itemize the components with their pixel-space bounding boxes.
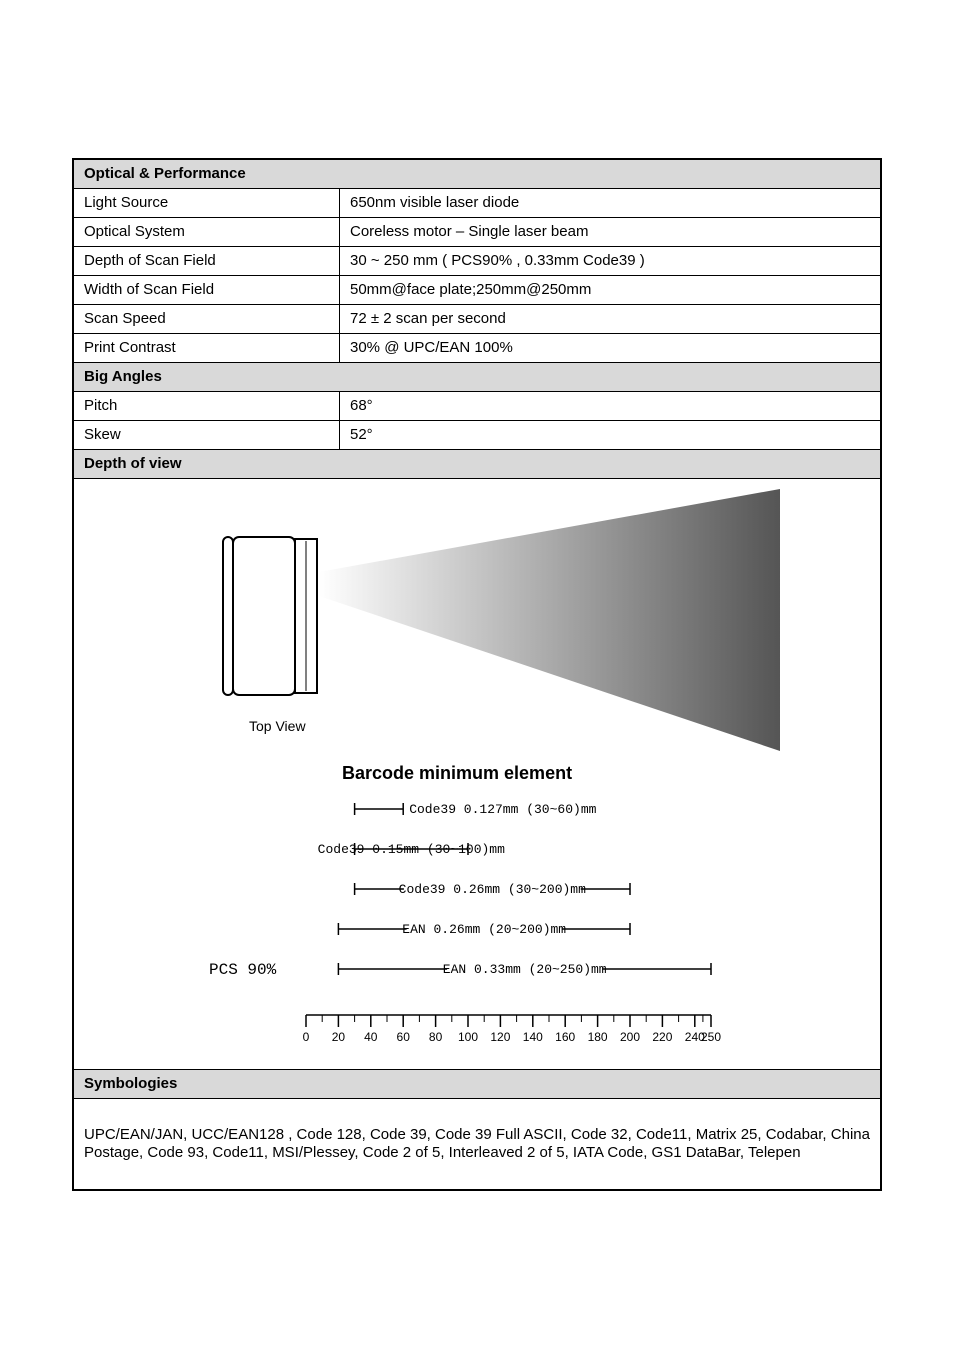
table-row: Skew52° — [73, 421, 881, 450]
axis-tick-label: 100 — [458, 1030, 478, 1044]
axis-tick-label: 20 — [332, 1030, 346, 1044]
top-view-label: Top View — [249, 718, 306, 734]
axis-tick-label: 200 — [620, 1030, 640, 1044]
cell-label: Skew — [73, 421, 340, 450]
table-row: Top View Barcode minimum element Code39 0.… — [73, 479, 881, 1070]
cell-value: 30% @ UPC/EAN 100% — [340, 334, 882, 363]
axis-tick-label: 80 — [429, 1030, 443, 1044]
dov-svg: Top View Barcode minimum element Code39 0.… — [74, 479, 880, 1069]
table-row: Depth of Scan Field30 ~ 250 mm ( PCS90% … — [73, 247, 881, 276]
depth-of-view-diagram-cell: Top View Barcode minimum element Code39 0.… — [73, 479, 881, 1070]
axis-tick-label: 140 — [523, 1030, 543, 1044]
cell-value: 52° — [340, 421, 882, 450]
section-header-dov: Depth of view — [73, 450, 881, 479]
table-row: Width of Scan Field50mm@face plate;250mm… — [73, 276, 881, 305]
table-row: Optical SystemCoreless motor – Single la… — [73, 218, 881, 247]
cell-label: Optical System — [73, 218, 340, 247]
table-row: Light Source650nm visible laser diode — [73, 189, 881, 218]
cell-value: Coreless motor – Single laser beam — [340, 218, 882, 247]
cell-value: 72 ± 2 scan per second — [340, 305, 882, 334]
axis-tick-label: 180 — [588, 1030, 608, 1044]
axis-tick-label: 0 — [303, 1030, 310, 1044]
cell-label: Depth of Scan Field — [73, 247, 340, 276]
cell-value: 650nm visible laser diode — [340, 189, 882, 218]
page: Optical & Performance Light Source650nm … — [0, 0, 954, 1354]
range-label: EAN 0.26mm (20~200)mm — [402, 922, 566, 937]
axis-tick-label: 120 — [490, 1030, 510, 1044]
cell-value: 30 ~ 250 mm ( PCS90% , 0.33mm Code39 ) — [340, 247, 882, 276]
axis-tick-label: 60 — [397, 1030, 411, 1044]
spec-table: Optical & Performance Light Source650nm … — [72, 158, 882, 1191]
cell-label: Pitch — [73, 392, 340, 421]
cell-label: Scan Speed — [73, 305, 340, 334]
axis-tick-label: 160 — [555, 1030, 575, 1044]
range-label: EAN 0.33mm (20~250)mm — [443, 962, 607, 977]
cell-label: Print Contrast — [73, 334, 340, 363]
table-row: Print Contrast30% @ UPC/EAN 100% — [73, 334, 881, 363]
cell-value: 50mm@face plate;250mm@250mm — [340, 276, 882, 305]
cell-value: 68° — [340, 392, 882, 421]
table-row: Scan Speed72 ± 2 scan per second — [73, 305, 881, 334]
pcs-label: PCS 90% — [209, 961, 277, 979]
table-row: Symbologies — [73, 1070, 881, 1099]
section-header-angles: Big Angles — [73, 363, 881, 392]
section-header-symbologies: Symbologies — [73, 1070, 881, 1099]
range-label: Code39 0.26mm (30~200)mm — [399, 882, 586, 897]
cell-label: Width of Scan Field — [73, 276, 340, 305]
barcode-min-element-title: Barcode minimum element — [342, 763, 572, 783]
table-row: Pitch68° — [73, 392, 881, 421]
cell-label: Light Source — [73, 189, 340, 218]
axis-tick-label: 220 — [652, 1030, 672, 1044]
table-row: Optical & Performance — [73, 159, 881, 189]
depth-of-view-diagram: Top View Barcode minimum element Code39 0.… — [74, 479, 880, 1069]
axis-tick-label: 40 — [364, 1030, 378, 1044]
table-row: Big Angles — [73, 363, 881, 392]
table-row: Depth of view — [73, 450, 881, 479]
table-row: UPC/EAN/JAN, UCC/EAN128 , Code 128, Code… — [73, 1099, 881, 1191]
range-label: Code39 0.127mm (30~60)mm — [409, 802, 596, 817]
section-header-optical: Optical & Performance — [73, 159, 881, 189]
axis-tick-label: 250 — [701, 1030, 721, 1044]
symbologies-text: UPC/EAN/JAN, UCC/EAN128 , Code 128, Code… — [73, 1099, 881, 1191]
